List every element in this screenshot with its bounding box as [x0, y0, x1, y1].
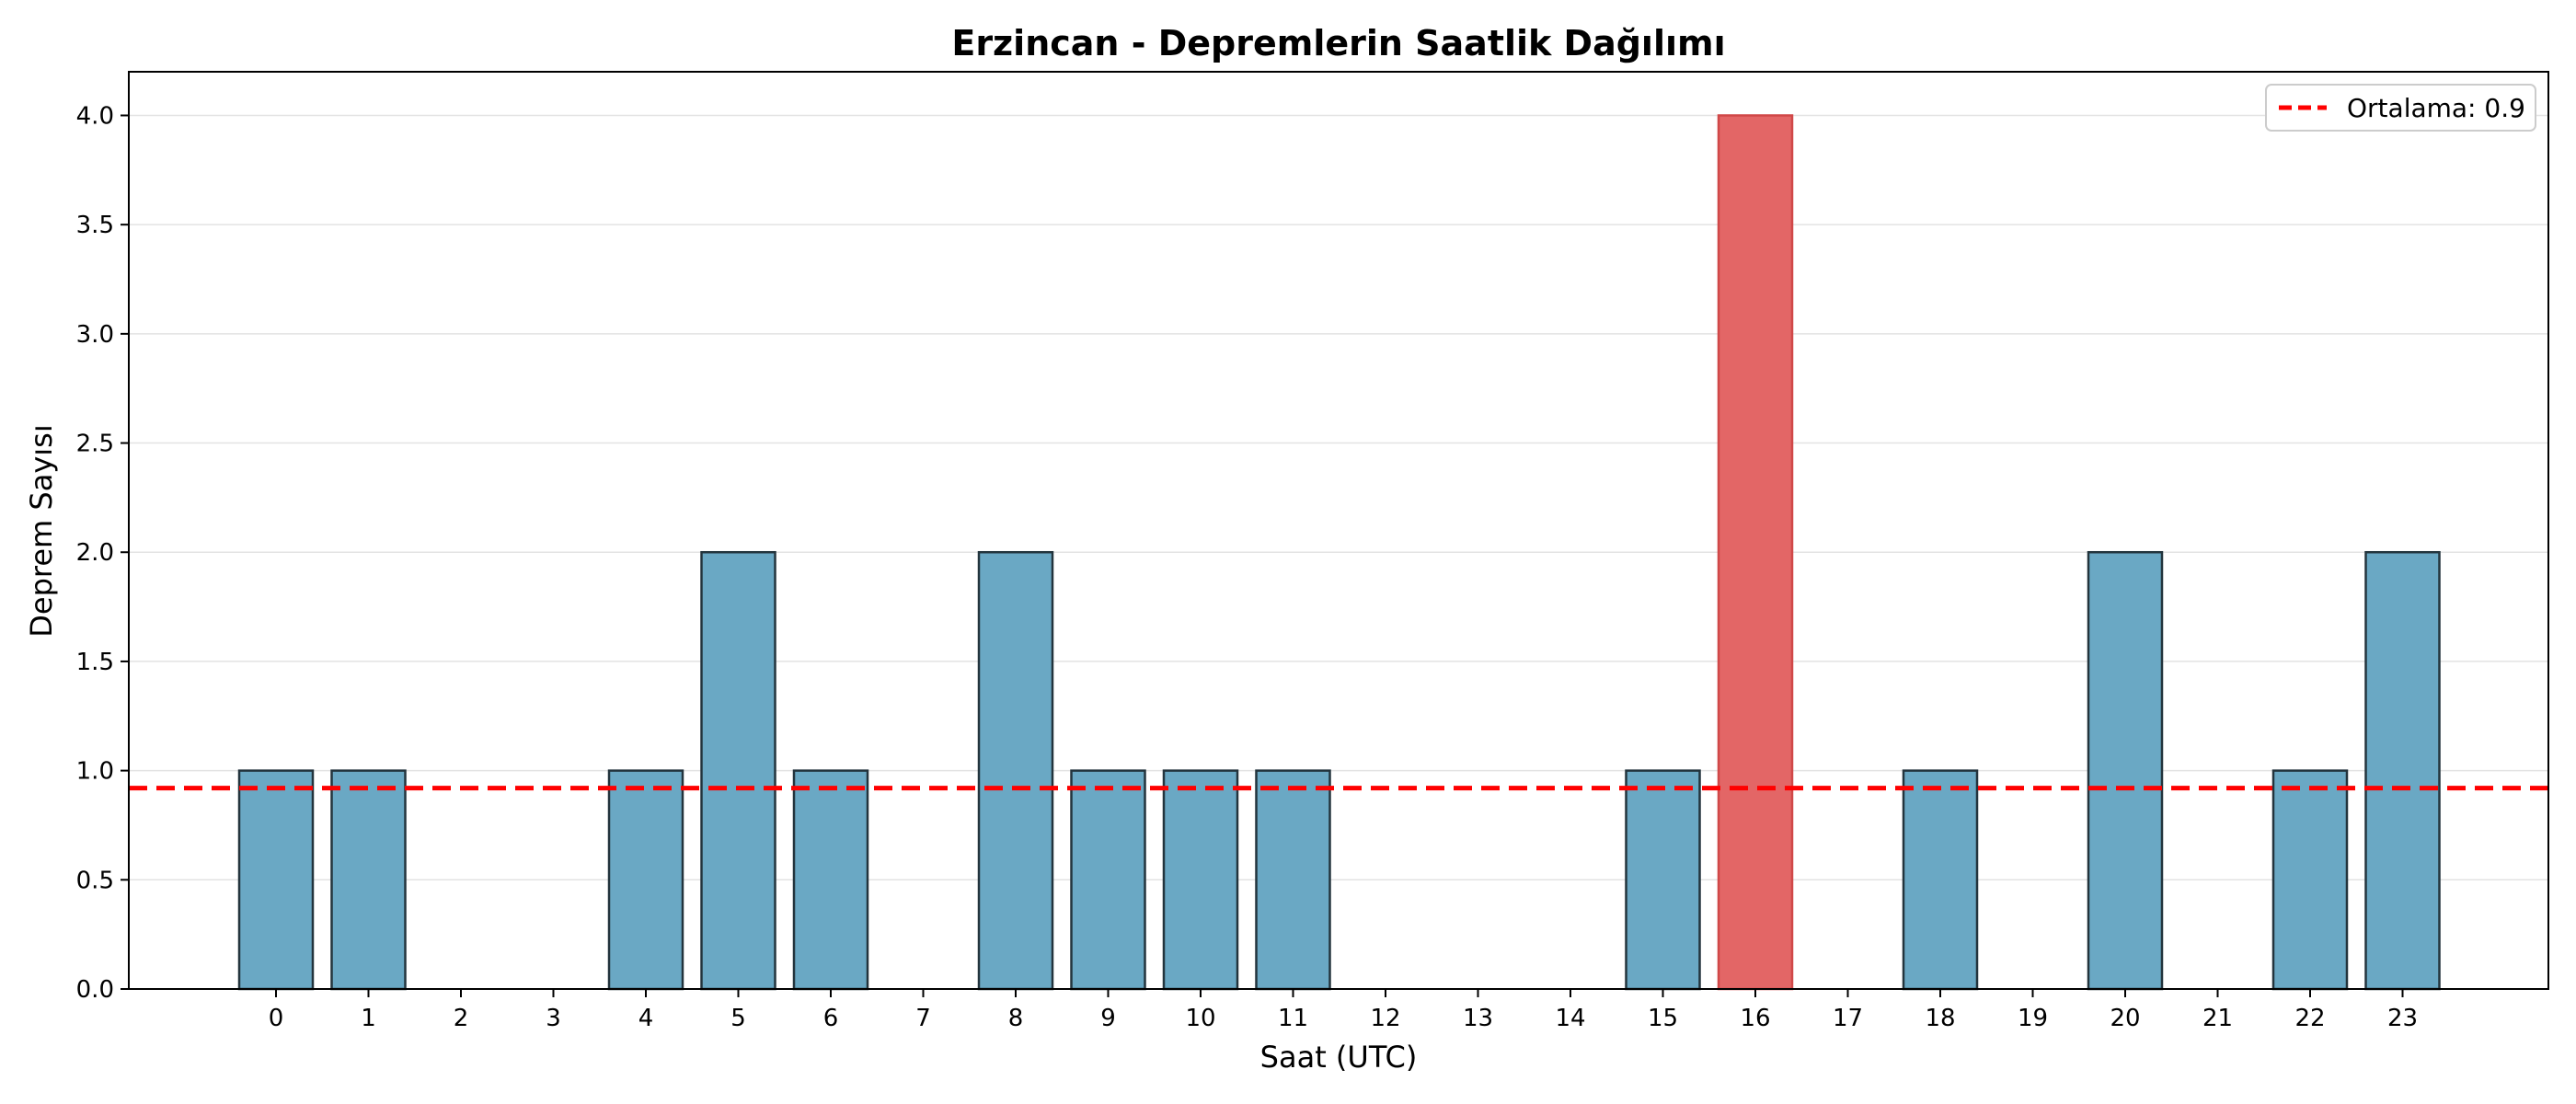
- bar-11: [1255, 769, 1331, 991]
- y-tick-label: 3.5: [76, 212, 114, 239]
- x-tick-label: 10: [1185, 1005, 1215, 1032]
- x-tick-label: 20: [2110, 1005, 2140, 1032]
- bar-1: [330, 769, 407, 991]
- y-tick-label: 0.5: [76, 867, 114, 894]
- y-tick-label: 2.5: [76, 431, 114, 458]
- x-tick-label: 0: [269, 1005, 284, 1032]
- y-tick-label: 3.0: [76, 321, 114, 349]
- x-tick-label: 3: [546, 1005, 561, 1032]
- x-tick-label: 8: [1008, 1005, 1024, 1032]
- x-tick-label: 1: [361, 1005, 376, 1032]
- bar-23: [2364, 550, 2441, 991]
- y-axis: 0.0 0.5 1.0 1.5 2.0 2.5 3.0 3.5 4.0: [76, 102, 129, 1004]
- y-axis-label: Deprem Sayısı: [24, 424, 59, 637]
- x-tick-label: 13: [1463, 1005, 1493, 1032]
- y-tick-label: 1.5: [76, 649, 114, 676]
- y-tick-label: 2.0: [76, 539, 114, 567]
- chart-title: Erzincan - Depremlerin Saatlik Dağılımı: [951, 23, 1725, 63]
- x-tick-label: 7: [915, 1005, 931, 1032]
- x-tick-label: 17: [1833, 1005, 1863, 1032]
- bar-18: [1902, 769, 1979, 991]
- x-axis: 0 1 2 3 4 5 6 7 8 9 10 11 12 13 14 15 16 17 18 19 20 21 22 23: [269, 989, 2418, 1032]
- y-tick-label: 0.0: [76, 976, 114, 1004]
- x-tick-label: 6: [823, 1005, 839, 1032]
- bar-9: [1070, 769, 1146, 991]
- x-tick-label: 18: [1925, 1005, 1955, 1032]
- bar-20: [2087, 550, 2164, 991]
- x-tick-label: 5: [730, 1005, 746, 1032]
- bar-8: [977, 550, 1054, 991]
- bar-22: [2271, 769, 2349, 991]
- bar-0: [237, 769, 315, 991]
- x-tick-label: 21: [2202, 1005, 2233, 1032]
- x-tick-label: 19: [2018, 1005, 2048, 1032]
- y-tick-label: 4.0: [76, 102, 114, 130]
- x-tick-label: 9: [1100, 1005, 1116, 1032]
- bar-10: [1162, 769, 1239, 991]
- x-tick-label: 11: [1278, 1005, 1308, 1032]
- legend: Ortalama: 0.9: [2265, 84, 2536, 132]
- x-tick-label: 4: [638, 1005, 654, 1032]
- x-tick-label: 2: [454, 1005, 469, 1032]
- x-axis-label: Saat (UTC): [1260, 1040, 1418, 1075]
- bar-6: [792, 769, 869, 991]
- legend-mean-label: Ortalama: 0.9: [2347, 93, 2525, 123]
- bar-5: [700, 550, 776, 991]
- x-tick-label: 12: [1370, 1005, 1400, 1032]
- grid-lines: [129, 114, 2548, 990]
- bar-16: [1717, 114, 1794, 991]
- bar-15: [1625, 769, 1701, 991]
- x-tick-label: 15: [1648, 1005, 1678, 1032]
- x-tick-label: 22: [2294, 1005, 2325, 1032]
- plot-frame: [128, 71, 2549, 990]
- bar-4: [607, 769, 684, 991]
- x-tick-label: 14: [1555, 1005, 1585, 1032]
- legend-box: [2265, 84, 2536, 132]
- y-tick-label: 1.0: [76, 758, 114, 786]
- bars: [237, 114, 2441, 991]
- x-tick-label: 23: [2387, 1005, 2418, 1032]
- x-tick-label: 16: [1740, 1005, 1770, 1032]
